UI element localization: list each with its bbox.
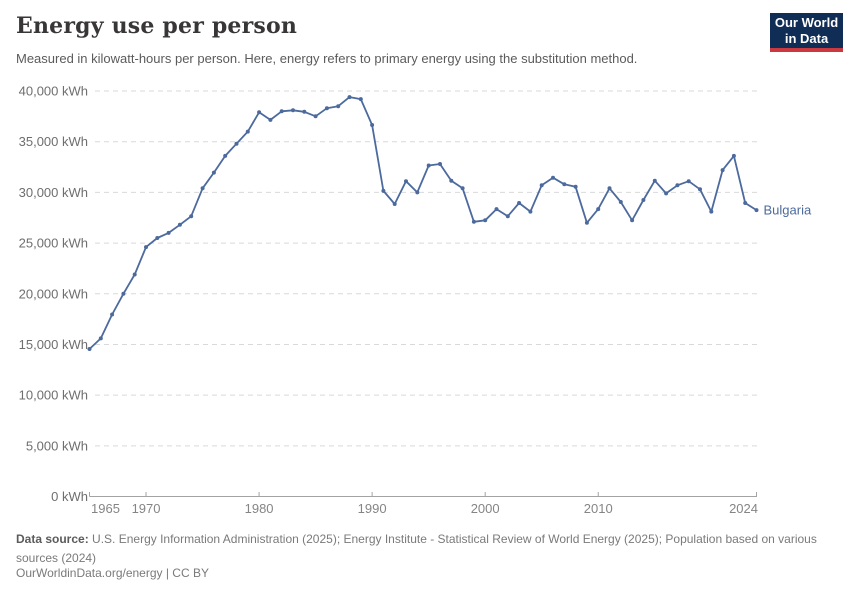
data-point-1988[interactable] [347,95,352,100]
y-axis-label: 15,000 kWh [19,337,88,352]
data-point-1995[interactable] [426,163,431,168]
data-point-2015[interactable] [652,178,657,183]
data-point-1968[interactable] [121,291,126,296]
x-axis-label: 1980 [245,501,274,516]
chart-title: Energy use per person [16,13,298,39]
data-point-1990[interactable] [370,123,375,127]
data-point-2011[interactable] [607,186,612,191]
data-point-1985[interactable] [313,114,318,119]
data-point-2013[interactable] [630,218,635,223]
data-point-1978[interactable] [234,141,239,146]
data-point-1975[interactable] [200,186,205,191]
credit-link[interactable]: OurWorldinData.org/energy | CC BY [16,566,209,580]
data-point-1987[interactable] [336,104,341,109]
data-point-2018[interactable] [686,179,691,184]
data-point-1976[interactable] [211,170,216,175]
data-point-2023[interactable] [743,201,748,205]
data-point-1980[interactable] [257,110,262,115]
y-axis-label: 40,000 kWh [19,84,88,99]
data-point-1973[interactable] [177,222,182,227]
x-axis-label: 1970 [132,501,161,516]
data-point-2016[interactable] [664,191,669,196]
data-point-1979[interactable] [245,129,250,134]
y-axis-label: 5,000 kWh [26,438,88,453]
data-point-2002[interactable] [505,214,510,219]
data-point-1996[interactable] [438,162,442,166]
data-point-1981[interactable] [268,117,273,122]
data-point-1983[interactable] [291,108,295,113]
data-point-1969[interactable] [132,272,137,277]
data-point-1997[interactable] [449,178,454,183]
data-point-2006[interactable] [551,175,555,180]
data-source-text: U.S. Energy Information Administration (… [16,532,817,565]
data-point-1982[interactable] [279,109,284,114]
data-point-2020[interactable] [709,209,714,214]
x-axis-label: 2024 [729,501,758,516]
x-axis-label: 1990 [358,501,387,516]
data-point-1977[interactable] [223,153,228,158]
data-point-1966[interactable] [98,336,103,341]
data-point-2004[interactable] [528,209,533,214]
data-source-label: Data source: [16,532,89,546]
data-point-2024[interactable] [754,208,759,213]
data-point-1993[interactable] [404,179,408,184]
owid-logo-line1: Our World [774,15,839,30]
data-point-2005[interactable] [539,183,544,188]
data-point-2001[interactable] [494,207,499,212]
x-axis-label: 1965 [91,501,120,516]
series-line[interactable] [88,96,758,350]
data-source: Data source: U.S. Energy Information Adm… [16,530,822,568]
data-point-2010[interactable] [596,207,601,212]
data-point-1991[interactable] [381,188,386,193]
entity-label[interactable]: Bulgaria [764,203,812,218]
data-point-1986[interactable] [324,106,329,111]
data-point-2009[interactable] [584,220,589,225]
data-point-1965[interactable] [87,347,92,351]
series-bulgaria[interactable]: Bulgaria [87,95,812,351]
x-axis-label: 2000 [471,501,500,516]
owid-logo-line2: in Data [784,31,829,46]
y-axis-label: 10,000 kWh [19,388,88,403]
y-axis-label: 35,000 kWh [19,134,88,149]
data-point-1967[interactable] [110,312,115,317]
data-point-2021[interactable] [720,168,725,173]
data-point-2012[interactable] [618,200,623,204]
data-point-2017[interactable] [675,183,680,188]
data-point-1972[interactable] [166,230,171,235]
data-point-1970[interactable] [144,245,148,250]
owid-logo[interactable]: Our World in Data [770,13,843,52]
x-axis-label: 2010 [584,501,613,516]
data-point-2022[interactable] [731,153,736,158]
data-point-1994[interactable] [415,190,420,195]
data-point-2007[interactable] [562,182,567,187]
data-point-1989[interactable] [358,97,363,102]
data-point-1998[interactable] [460,186,465,191]
data-point-2003[interactable] [517,201,522,205]
chart-subtitle: Measured in kilowatt-hours per person. H… [16,51,638,66]
y-axis-label: 25,000 kWh [19,236,88,251]
data-point-2008[interactable] [573,184,578,189]
data-point-2014[interactable] [641,198,646,202]
data-point-1999[interactable] [471,219,476,224]
data-point-1992[interactable] [392,202,397,206]
data-point-1971[interactable] [155,236,160,240]
y-axis-label: 20,000 kWh [19,286,88,301]
y-axis-label: 0 kWh [51,489,88,504]
data-point-1984[interactable] [302,109,307,114]
data-point-2019[interactable] [698,187,702,192]
y-axis-label: 30,000 kWh [19,185,88,200]
data-point-2000[interactable] [483,218,488,223]
data-point-1974[interactable] [189,214,194,219]
